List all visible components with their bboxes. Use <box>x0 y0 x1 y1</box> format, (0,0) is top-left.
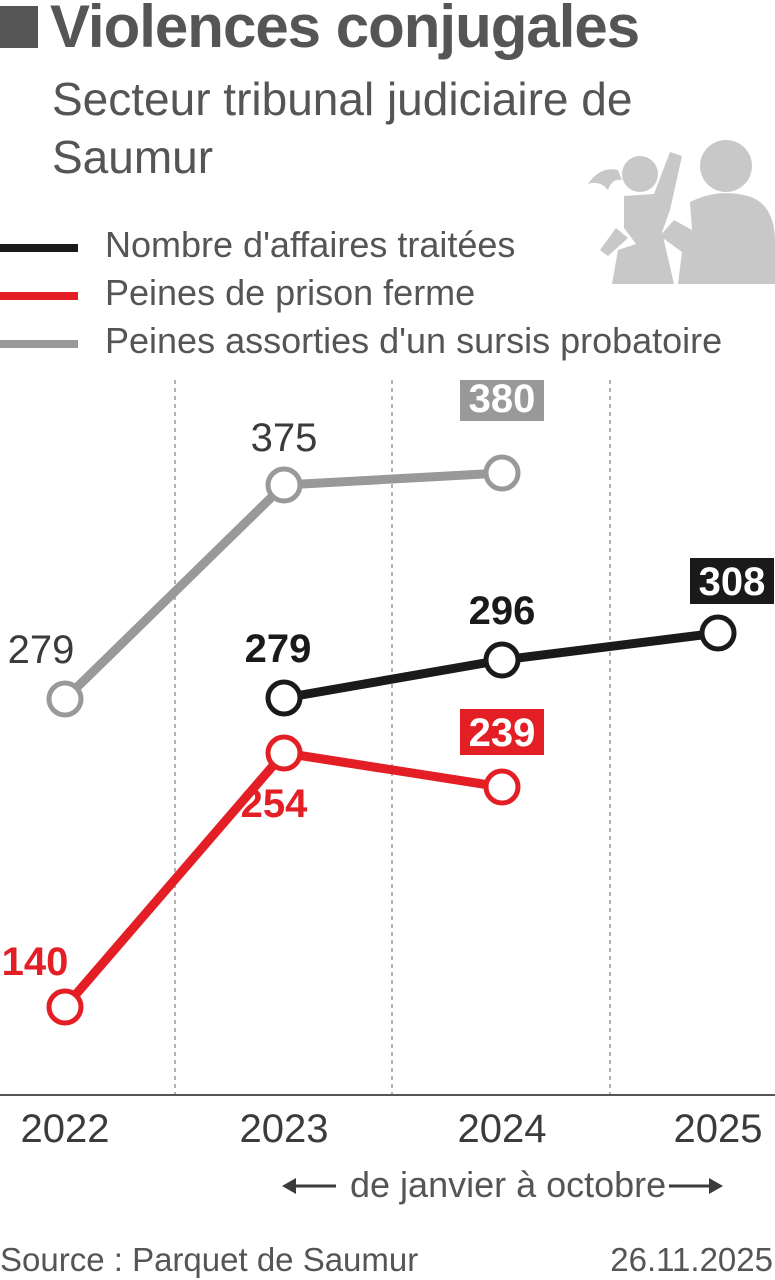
data-label-affaires-2023: 279 <box>245 627 312 671</box>
legend-item-prison: Peines de prison ferme <box>0 270 775 316</box>
data-point-affaires-2025 <box>699 614 737 652</box>
line-chart: 2022 2023 2024 2025 279 296 308 140 254 239 279 375… <box>0 380 775 1151</box>
data-label-box-sursis-2024 <box>460 380 544 421</box>
x-tick-label-2024: 2024 <box>458 1107 547 1151</box>
legend-line-sursis <box>0 340 78 348</box>
period-note-text: de janvier à octobre <box>350 1164 667 1205</box>
legend-label-prison: Peines de prison ferme <box>105 272 476 313</box>
legend-line-affaires <box>0 244 78 252</box>
x-tick-label-2025: 2025 <box>674 1107 763 1151</box>
domestic-violence-icon <box>578 132 775 284</box>
data-label-prison-2023: 254 <box>241 782 308 826</box>
data-point-affaires-2023 <box>265 679 303 717</box>
page-subtitle: Secteur tribunal judiciaire de Saumur <box>52 73 633 183</box>
legend-label-sursis: Peines assorties d'un sursis probatoire <box>105 320 723 361</box>
title-marker <box>0 6 38 48</box>
x-tick-label-2022: 2022 <box>21 1107 110 1151</box>
data-point-sursis-2023 <box>265 466 303 504</box>
legend-item-affaires: Nombre d'affaires traitées <box>0 222 775 268</box>
data-label-box-affaires-2025 <box>690 558 774 604</box>
legend-line-prison <box>0 292 78 300</box>
data-point-prison-2023 <box>265 734 303 772</box>
page-title: Violences conjugales <box>50 0 640 60</box>
footer-source: Source : Parquet de Saumur <box>0 1241 419 1278</box>
data-label-affaires-2024: 296 <box>469 589 536 633</box>
data-label-prison-2024: 239 <box>469 711 536 755</box>
data-point-affaires-2024 <box>483 641 521 679</box>
data-point-sursis-2022 <box>46 680 84 718</box>
header: Violences conjugales <box>0 0 775 64</box>
legend-label-affaires: Nombre d'affaires traitées <box>105 224 516 265</box>
data-label-sursis-2024: 380 <box>469 380 536 421</box>
data-label-prison-2022: 140 <box>2 940 69 984</box>
data-label-sursis-2022: 279 <box>8 628 75 672</box>
data-label-box-prison-2024 <box>460 709 544 755</box>
period-note: de janvier à octobre <box>280 1160 725 1210</box>
legend-item-sursis: Peines assorties d'un sursis probatoire <box>0 318 775 364</box>
data-point-prison-2024 <box>483 768 521 806</box>
arrow-right-icon <box>669 1178 723 1194</box>
data-label-affaires-2025: 308 <box>699 560 766 604</box>
data-label-sursis-2023: 375 <box>251 416 318 460</box>
x-tick-label-2023: 2023 <box>240 1107 329 1151</box>
footer-date: 26.11.2025 <box>610 1241 773 1278</box>
data-point-prison-2022 <box>46 988 84 1026</box>
data-point-sursis-2024 <box>483 454 521 492</box>
arrow-left-icon <box>282 1178 336 1194</box>
